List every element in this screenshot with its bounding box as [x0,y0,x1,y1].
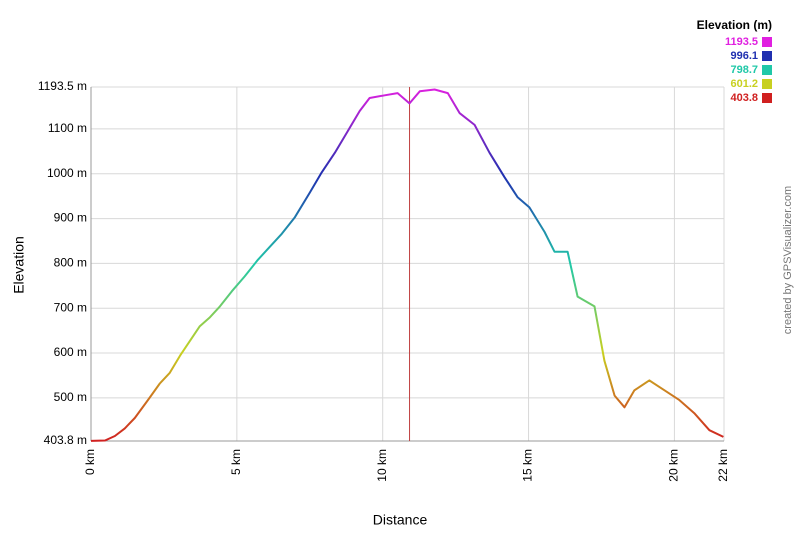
x-tick-label: 5 km [229,449,243,475]
y-tick-label: 1193.5 m [38,79,87,93]
x-tick-label: 22 km [716,449,730,482]
legend-label: 996.1 [730,50,758,62]
elevation-line [90,88,724,442]
y-tick-label: 900 m [54,211,87,225]
legend-title: Elevation (m) [697,18,772,32]
y-tick-label: 1100 m [48,121,87,135]
x-tick-label: 15 km [521,449,535,482]
legend-swatch [762,93,772,103]
x-tick-label: 0 km [83,449,97,475]
legend-label: 1193.5 [725,36,758,48]
y-axis-title: Elevation [11,236,27,294]
x-tick-label: 20 km [667,449,681,482]
y-tick-label: 700 m [54,300,87,314]
legend-swatch [762,65,772,75]
x-tick-label: 10 km [375,449,389,482]
legend-label: 601.2 [730,78,758,90]
legend-swatch [762,79,772,89]
y-tick-label: 403.8 m [44,433,87,447]
legend-label: 798.7 [730,64,758,76]
x-axis-title: Distance [373,512,428,528]
legend-swatch [762,51,772,61]
watermark: created by GPSVisualizer.com [782,186,794,334]
y-tick-label: 800 m [54,256,87,270]
y-tick-label: 1000 m [47,166,87,180]
legend-label: 403.8 [730,92,758,104]
y-tick-label: 600 m [54,345,87,359]
legend-swatch [762,37,772,47]
y-tick-label: 500 m [54,390,87,404]
